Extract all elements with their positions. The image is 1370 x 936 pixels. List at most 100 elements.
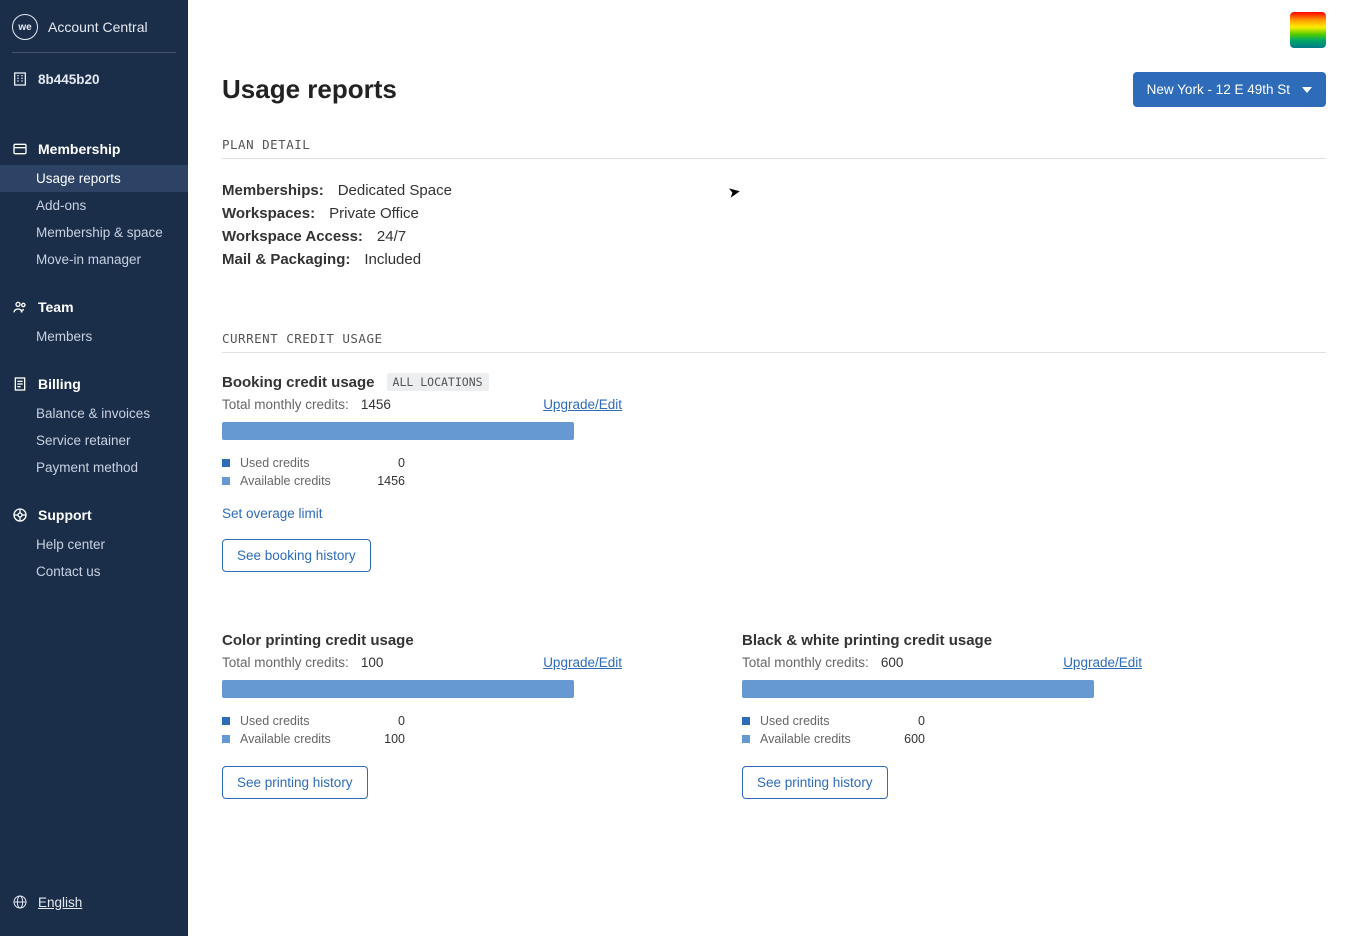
page-header: Usage reports New York - 12 E 49th St — [222, 72, 1326, 107]
receipt-icon — [12, 376, 28, 392]
all-locations-badge: ALL LOCATIONS — [387, 373, 489, 391]
account-id: 8b445b20 — [38, 72, 100, 87]
language-label: English — [38, 895, 82, 910]
see-printing-history-button[interactable]: See printing history — [742, 766, 888, 799]
support-icon — [12, 507, 28, 523]
upgrade-edit-link[interactable]: Upgrade/Edit — [543, 397, 622, 412]
monthly-credits-value: 1456 — [361, 397, 391, 412]
used-value: 0 — [885, 714, 925, 728]
plan-detail-list: Memberships: Dedicated Space Workspaces:… — [222, 179, 1326, 271]
globe-icon — [12, 894, 28, 910]
avail-value: 1456 — [365, 474, 405, 488]
legend-used: Used credits 0 — [222, 454, 622, 472]
logo-icon: we — [12, 14, 38, 40]
avatar-square[interactable] — [1290, 12, 1326, 48]
sidebar-header: we Account Central — [0, 0, 188, 52]
nav-group-team[interactable]: Team — [0, 291, 188, 323]
team-icon — [12, 299, 28, 315]
avail-label: Available credits — [240, 474, 355, 488]
plan-value: Dedicated Space — [338, 182, 452, 199]
monthly-credits-value: 600 — [881, 655, 904, 670]
nav-item-addons[interactable]: Add-ons — [0, 192, 188, 219]
location-dropdown[interactable]: New York - 12 E 49th St — [1133, 72, 1326, 107]
avail-label: Available credits — [240, 732, 355, 746]
plan-detail-section-label: PLAN DETAIL — [222, 137, 1326, 159]
bw-printing-card: Black & white printing credit usage Tota… — [742, 632, 1142, 799]
avail-value: 600 — [885, 732, 925, 746]
booking-title: Booking credit usage — [222, 374, 375, 391]
bw-progress-bar — [742, 680, 1094, 698]
main-content: Usage reports New York - 12 E 49th St PL… — [188, 0, 1370, 936]
nav-group-label: Billing — [38, 376, 81, 392]
usage-section-label: CURRENT CREDIT USAGE — [222, 331, 1326, 353]
avail-swatch-icon — [222, 477, 230, 485]
booking-progress-bar — [222, 422, 574, 440]
nav-group-billing[interactable]: Billing — [0, 368, 188, 400]
card-icon — [12, 141, 28, 157]
printing-usage-row: Color printing credit usage Total monthl… — [222, 632, 1326, 799]
nav-group-label: Support — [38, 507, 92, 523]
plan-label: Workspace Access: — [222, 228, 363, 245]
legend-available: Available credits 1456 — [222, 472, 622, 490]
avail-swatch-icon — [742, 735, 750, 743]
plan-label: Workspaces: — [222, 205, 315, 222]
account-row[interactable]: 8b445b20 — [0, 53, 188, 105]
plan-row-workspaces: Workspaces: Private Office — [222, 202, 1326, 225]
nav-item-usage-reports[interactable]: Usage reports — [0, 165, 188, 192]
avail-value: 100 — [365, 732, 405, 746]
color-printing-card: Color printing credit usage Total monthl… — [222, 632, 622, 799]
upgrade-edit-link[interactable]: Upgrade/Edit — [543, 655, 622, 670]
upgrade-edit-link[interactable]: Upgrade/Edit — [1063, 655, 1142, 670]
set-overage-link[interactable]: Set overage limit — [222, 506, 323, 521]
legend-used: Used credits 0 — [742, 712, 1142, 730]
color-print-title: Color printing credit usage — [222, 632, 414, 649]
plan-value: 24/7 — [377, 228, 406, 245]
nav-item-balance-invoices[interactable]: Balance & invoices — [0, 400, 188, 427]
used-value: 0 — [365, 456, 405, 470]
caret-down-icon — [1302, 87, 1312, 93]
used-swatch-icon — [742, 717, 750, 725]
avail-swatch-icon — [222, 735, 230, 743]
nav-item-members[interactable]: Members — [0, 323, 188, 350]
monthly-credits-value: 100 — [361, 655, 384, 670]
used-label: Used credits — [240, 456, 355, 470]
booking-usage-card: Booking credit usage ALL LOCATIONS Total… — [222, 373, 622, 572]
app-title: Account Central — [48, 19, 148, 35]
sidebar-nav: Membership Usage reports Add-ons Members… — [0, 105, 188, 585]
nav-group-label: Team — [38, 299, 74, 315]
location-label: New York - 12 E 49th St — [1147, 82, 1290, 97]
sidebar: we Account Central 8b445b20 Membership U… — [0, 0, 188, 936]
nav-item-membership-space[interactable]: Membership & space — [0, 219, 188, 246]
used-swatch-icon — [222, 717, 230, 725]
plan-row-memberships: Memberships: Dedicated Space — [222, 179, 1326, 202]
see-printing-history-button[interactable]: See printing history — [222, 766, 368, 799]
bw-print-title: Black & white printing credit usage — [742, 632, 992, 649]
monthly-credits-label: Total monthly credits: — [222, 397, 349, 412]
nav-item-payment-method[interactable]: Payment method — [0, 454, 188, 481]
legend-available: Available credits 100 — [222, 730, 622, 748]
nav-group-membership[interactable]: Membership — [0, 133, 188, 165]
plan-row-mail: Mail & Packaging: Included — [222, 248, 1326, 271]
nav-item-service-retainer[interactable]: Service retainer — [0, 427, 188, 454]
page-title: Usage reports — [222, 74, 397, 105]
plan-value: Private Office — [329, 205, 419, 222]
building-icon — [12, 71, 28, 87]
nav-item-movein-manager[interactable]: Move-in manager — [0, 246, 188, 273]
nav-group-label: Membership — [38, 141, 120, 157]
plan-row-access: Workspace Access: 24/7 — [222, 225, 1326, 248]
monthly-credits-label: Total monthly credits: — [222, 655, 349, 670]
used-label: Used credits — [240, 714, 355, 728]
nav-group-support[interactable]: Support — [0, 499, 188, 531]
legend-available: Available credits 600 — [742, 730, 1142, 748]
used-value: 0 — [365, 714, 405, 728]
nav-item-contact-us[interactable]: Contact us — [0, 558, 188, 585]
plan-label: Mail & Packaging: — [222, 251, 350, 268]
used-swatch-icon — [222, 459, 230, 467]
see-booking-history-button[interactable]: See booking history — [222, 539, 371, 572]
monthly-credits-label: Total monthly credits: — [742, 655, 869, 670]
language-selector[interactable]: English — [12, 894, 82, 910]
nav-item-help-center[interactable]: Help center — [0, 531, 188, 558]
color-progress-bar — [222, 680, 574, 698]
used-label: Used credits — [760, 714, 875, 728]
plan-value: Included — [364, 251, 421, 268]
